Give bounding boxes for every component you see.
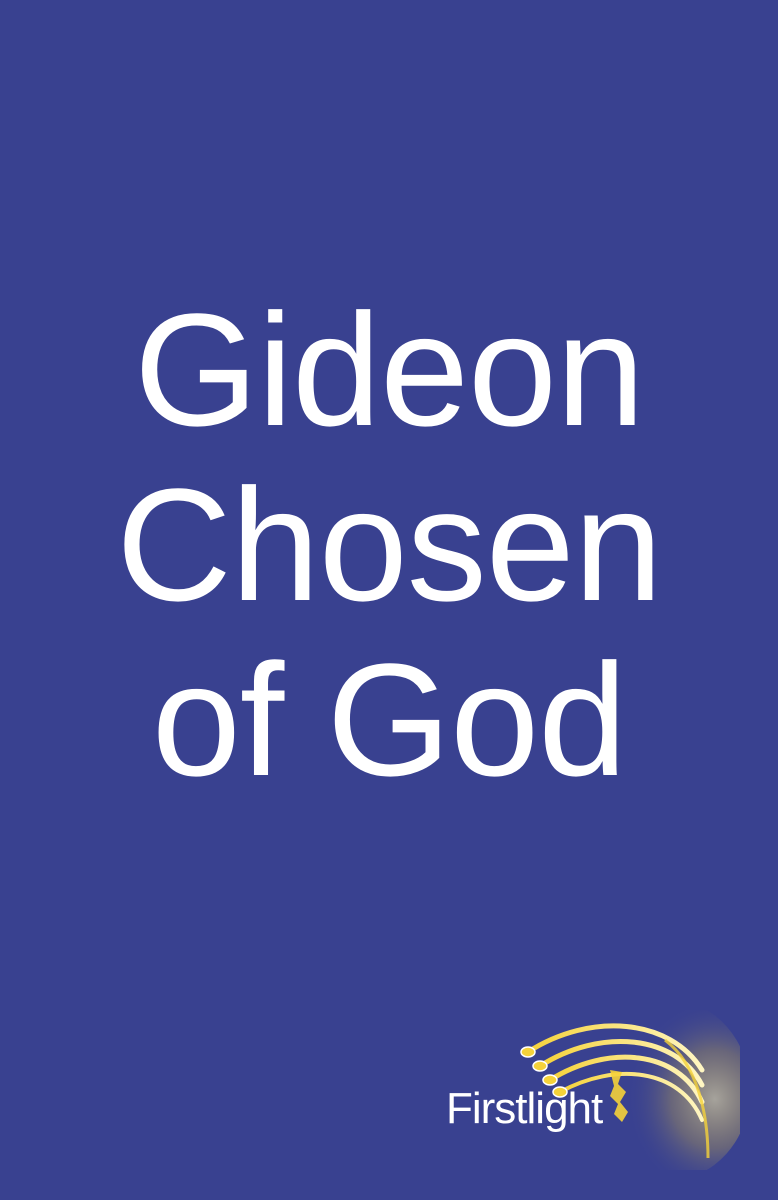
title-line-1: Gideon <box>134 280 645 459</box>
book-title: Gideon Chosen of God <box>0 282 778 807</box>
comet-rays-icon <box>520 1010 740 1170</box>
publisher-logo: Firstlight <box>440 1010 740 1170</box>
publisher-name: Firstlight <box>446 1084 603 1133</box>
title-line-2: Chosen <box>116 455 662 634</box>
title-line-3: of God <box>151 630 627 809</box>
